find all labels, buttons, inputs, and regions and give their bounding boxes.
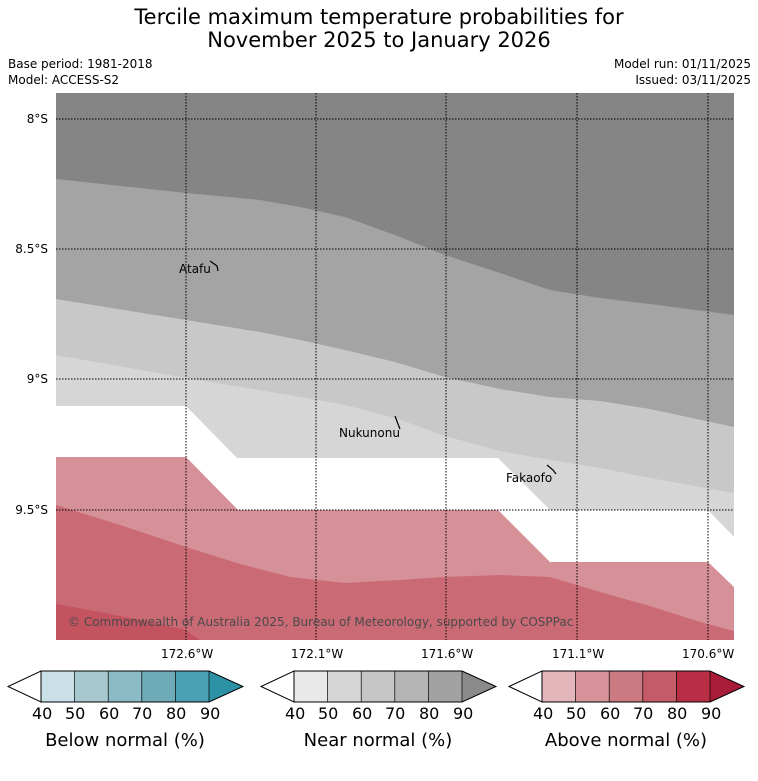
colorbar-above-normal-title: Above normal (%) (544, 730, 708, 751)
nukunonu-island (394, 415, 401, 430)
cb-near-tick-50: 50 (318, 704, 339, 723)
fakaofo-island (546, 464, 557, 475)
cb-near-tick-60: 60 (352, 704, 373, 723)
cb-below-tick-80: 80 (166, 704, 187, 723)
colorbar-below-normal-60 (108, 671, 142, 702)
colorbar-above-normal-70 (642, 671, 677, 702)
cb-below-tick-60: 60 (99, 704, 120, 723)
cb-near-tick-90: 90 (453, 704, 474, 723)
model-run-date: Model run: 01/11/2025 (613, 57, 751, 71)
lon-label-171-6w: 171.6°W (421, 647, 474, 661)
lat-label-9-5s: 9.5°S (15, 503, 48, 517)
place-label-atafu: Atafu (179, 262, 211, 276)
place-label-fakaofo: Fakaofo (506, 471, 552, 485)
colorbar-below-normal-90-arrow (209, 671, 243, 702)
cb-below-tick-40: 40 (32, 704, 53, 723)
colorbar-above-normal-80 (676, 671, 710, 702)
cb-below-tick-70: 70 (132, 704, 153, 723)
colorbar-near-normal-low-arrow (259, 670, 295, 703)
colorbar-near-normal-80 (428, 671, 462, 702)
cb-above-tick-70: 70 (633, 704, 654, 723)
colorbar-below-normal-low-arrow (6, 670, 42, 703)
place-label-nukunonu: Nukunonu (339, 426, 400, 440)
map-title-line2: November 2025 to January 2026 (207, 28, 551, 52)
cb-below-tick-50: 50 (65, 704, 86, 723)
cb-above-tick-60: 60 (600, 704, 621, 723)
base-period: Base period: 1981-2018 (8, 57, 153, 71)
cb-above-tick-50: 50 (566, 704, 587, 723)
lat-label-8s: 8°S (26, 112, 48, 126)
colorbar-near-normal-70 (394, 671, 429, 702)
colorbar-below-normal-70 (141, 671, 176, 702)
cb-above-tick-80: 80 (667, 704, 688, 723)
colorbar-above-normal-90-arrow (710, 671, 744, 702)
colorbar-near-normal-title: Near normal (%) (303, 730, 453, 751)
colorbar-near-normal-40 (294, 671, 328, 702)
colorbar-below-normal-50 (74, 671, 109, 702)
colorbar-above-normal-50 (575, 671, 610, 702)
cb-above-tick-40: 40 (533, 704, 554, 723)
colorbar-below-normal (6, 670, 245, 703)
copyright-notice: © Commonwealth of Australia 2025, Bureau… (68, 615, 573, 629)
colorbar-above-normal (507, 670, 746, 703)
issued-date: Issued: 03/11/2025 (635, 73, 751, 87)
lon-label-172-6w: 172.6°W (161, 647, 214, 661)
lat-label-8-5s: 8.5°S (15, 242, 48, 256)
colorbar-near-normal (259, 670, 498, 703)
lon-label-171-1w: 171.1°W (552, 647, 605, 661)
cb-near-tick-70: 70 (385, 704, 406, 723)
colorbar-below-normal-40 (41, 671, 75, 702)
lon-label-170-6w: 170.6°W (682, 647, 735, 661)
cb-above-tick-90: 90 (701, 704, 722, 723)
map-title-line1: Tercile maximum temperature probabilitie… (134, 5, 624, 29)
colorbar-below-normal-80 (175, 671, 209, 702)
colorbar-below-normal-title: Below normal (%) (45, 730, 205, 751)
colorbar-above-normal-low-arrow (507, 670, 543, 703)
cb-below-tick-90: 90 (200, 704, 221, 723)
colorbar-near-normal-60 (361, 671, 395, 702)
cb-near-tick-40: 40 (285, 704, 306, 723)
model-name: Model: ACCESS-S2 (8, 73, 120, 87)
cb-near-tick-80: 80 (419, 704, 440, 723)
atafu-island (209, 260, 219, 272)
lon-label-172-1w: 172.1°W (291, 647, 344, 661)
colorbar-near-normal-50 (327, 671, 362, 702)
lat-label-9s: 9°S (26, 372, 48, 386)
colorbar-above-normal-60 (609, 671, 643, 702)
above-normal-60-region (56, 505, 734, 640)
colorbar-above-normal-40 (542, 671, 576, 702)
colorbar-near-normal-90-arrow (462, 671, 496, 702)
above-normal-70-region (56, 604, 200, 640)
